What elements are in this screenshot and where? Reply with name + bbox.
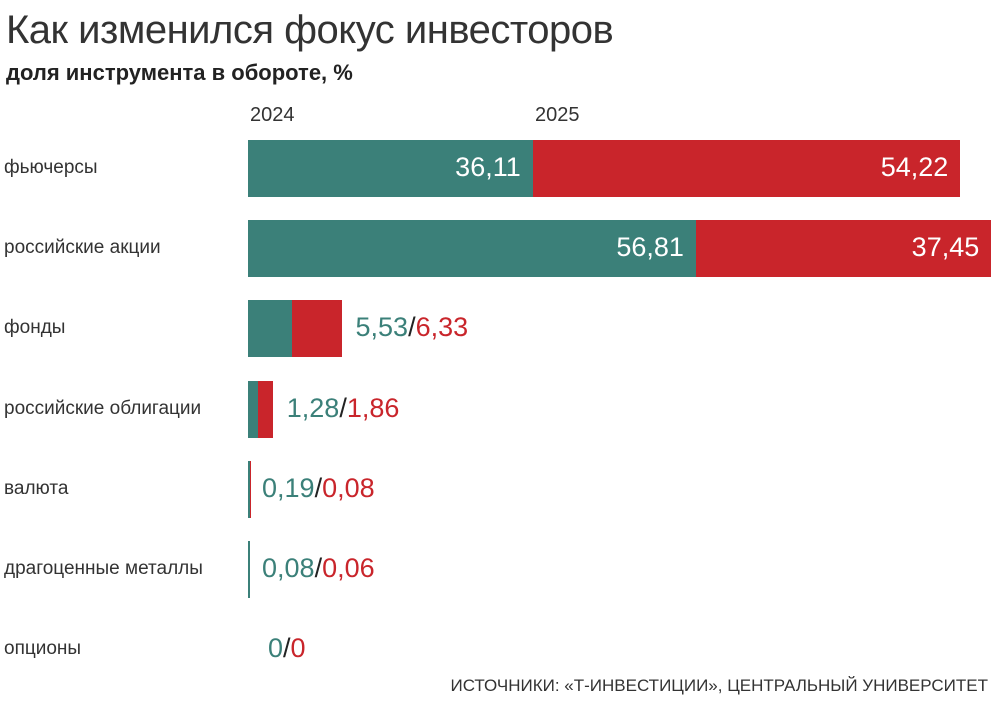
data-label-2025: 54,22 <box>880 152 949 182</box>
bar-2025 <box>532 140 961 197</box>
data-label-2024: 36,11 <box>455 152 521 182</box>
data-label-pair: 0,19/0,08 <box>262 473 375 504</box>
data-label-2025: 0,08 <box>322 472 375 503</box>
data-label-pair: 1,28/1,86 <box>287 393 400 424</box>
category-label: валюта <box>4 477 69 499</box>
bar-2024 <box>248 140 533 197</box>
data-label-2024: 0 <box>268 633 284 664</box>
data-label-2024: 0,19 <box>262 472 315 503</box>
label-separator: / <box>314 553 323 583</box>
category-label: фьючерсы <box>4 157 98 178</box>
data-label-pair: 0/0 <box>268 633 306 664</box>
category-label: драгоценные металлы <box>4 558 203 579</box>
category-label: фонды <box>4 317 66 339</box>
data-label-pair: 5,53/6,33 <box>356 312 469 343</box>
category-label: российские акции <box>4 237 161 259</box>
data-label-2024: 0,08 <box>262 553 315 583</box>
category-label: опционы <box>4 638 82 660</box>
category-label: российские облигации <box>4 397 202 419</box>
chart-title: Как изменился фокус инвесторов <box>6 8 614 52</box>
bar-2025 <box>291 300 342 358</box>
data-label-2025: 0 <box>290 633 306 664</box>
label-separator: / <box>408 312 416 343</box>
source-note: ИСТОЧНИКИ: «Т-ИНВЕСТИЦИИ», ЦЕНТРАЛЬНЫЙ У… <box>450 676 989 695</box>
bar-2025 <box>258 380 273 438</box>
legend-2024: 2024 <box>250 104 295 126</box>
label-separator: / <box>283 633 291 664</box>
chart-subtitle: доля инструмента в обороте, % <box>6 60 353 85</box>
data-label-2024: 5,53 <box>355 312 409 343</box>
label-separator: / <box>314 472 323 503</box>
bar-2025 <box>695 220 992 278</box>
bar-2025 <box>250 460 251 518</box>
data-label-2024: 1,28 <box>286 392 340 423</box>
bar-2024 <box>248 380 259 438</box>
legend-2025: 2025 <box>535 104 580 126</box>
data-label-2024: 56,81 <box>616 232 684 263</box>
bar-2024 <box>248 460 250 518</box>
bar-2024 <box>248 541 250 598</box>
data-label-2025: 1,86 <box>346 392 400 423</box>
data-label-2025: 0,06 <box>322 553 375 583</box>
data-label-2025: 37,45 <box>911 232 980 263</box>
bar-2024 <box>248 300 292 358</box>
data-label-2025: 6,33 <box>415 312 469 343</box>
label-separator: / <box>339 392 347 423</box>
bar-2024 <box>248 220 696 278</box>
data-label-pair: 0,08/0,06 <box>262 553 375 584</box>
